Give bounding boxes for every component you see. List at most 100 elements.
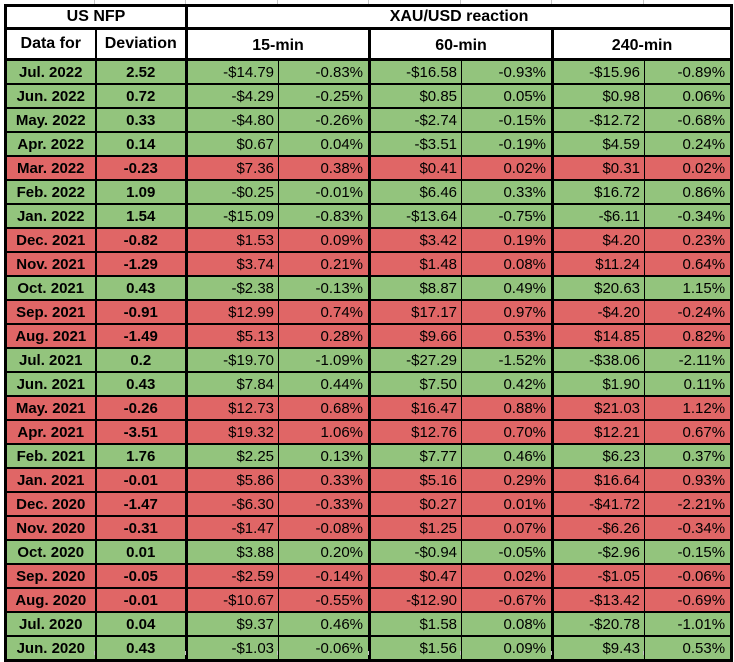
- timeframe-15min-header: 15-min: [185, 28, 370, 61]
- usd-change-cell: $7.84: [185, 371, 280, 397]
- table-row: Jul. 2021 0.2 -$19.70 -1.09% -$27.29 -1.52% -$…: [5, 347, 732, 373]
- month-cell: Oct. 2020: [5, 539, 97, 565]
- gridline-stub: [277, 651, 278, 655]
- usd-change-cell: -$19.70: [185, 347, 280, 373]
- month-cell: Dec. 2021: [5, 227, 97, 253]
- pct-change-cell: -1.01%: [644, 611, 732, 637]
- header-row-columns: Data for Deviation 15-min 60-min 240-min: [5, 28, 732, 61]
- pct-change-cell: 0.19%: [461, 227, 553, 253]
- table-row: Nov. 2021 -1.29 $3.74 0.21% $1.48 0.08% $11.24…: [5, 251, 732, 277]
- usd-change-cell: $0.41: [368, 155, 463, 181]
- pct-change-cell: 0.42%: [461, 371, 553, 397]
- pct-change-cell: 0.44%: [278, 371, 370, 397]
- gridline-stub: [460, 0, 461, 4]
- gridline-stub: [185, 651, 186, 655]
- usd-change-cell: $16.64: [551, 467, 646, 493]
- usd-change-cell: $9.66: [368, 323, 463, 349]
- usd-change-cell: $19.32: [185, 419, 280, 445]
- pct-change-cell: 0.07%: [461, 515, 553, 541]
- table-row: May. 2022 0.33 -$4.80 -0.26% -$2.74 -0.15% -$1…: [5, 107, 732, 133]
- table-row: Apr. 2022 0.14 $0.67 0.04% -$3.51 -0.19% $4.59…: [5, 131, 732, 157]
- usd-change-cell: $16.72: [551, 179, 646, 205]
- pct-change-cell: 0.93%: [644, 467, 732, 493]
- pct-change-cell: 0.33%: [461, 179, 553, 205]
- month-cell: Jun. 2022: [5, 83, 97, 109]
- pct-change-cell: 0.97%: [461, 299, 553, 325]
- table-row: Sep. 2021 -0.91 $12.99 0.74% $17.17 0.97% -$4.…: [5, 299, 732, 325]
- table-row: Jan. 2022 1.54 -$15.09 -0.83% -$13.64 -0.75% -…: [5, 203, 732, 229]
- pct-change-cell: -0.13%: [278, 275, 370, 301]
- timeframe-60min-header: 60-min: [368, 28, 553, 61]
- pct-change-cell: 0.86%: [644, 179, 732, 205]
- usd-change-cell: -$10.67: [185, 587, 280, 613]
- usd-change-cell: $0.31: [551, 155, 646, 181]
- pct-change-cell: -0.89%: [644, 58, 732, 85]
- deviation-cell: -1.49: [95, 323, 187, 349]
- pct-change-cell: 0.29%: [461, 467, 553, 493]
- usd-change-cell: $0.27: [368, 491, 463, 517]
- deviation-cell: 1.09: [95, 179, 187, 205]
- usd-change-cell: $8.87: [368, 275, 463, 301]
- deviation-cell: 0.04: [95, 611, 187, 637]
- pct-change-cell: -0.15%: [461, 107, 553, 133]
- pct-change-cell: -0.05%: [461, 539, 553, 565]
- pct-change-cell: -0.34%: [644, 515, 732, 541]
- month-cell: Dec. 2020: [5, 491, 97, 517]
- month-cell: Aug. 2021: [5, 323, 97, 349]
- pct-change-cell: 0.08%: [461, 251, 553, 277]
- month-cell: Jul. 2021: [5, 347, 97, 373]
- deviation-cell: -0.82: [95, 227, 187, 253]
- usd-change-cell: $3.42: [368, 227, 463, 253]
- pct-change-cell: -0.15%: [644, 539, 732, 565]
- xauusd-reaction-header: XAU/USD reaction: [185, 5, 732, 30]
- pct-change-cell: -0.24%: [644, 299, 732, 325]
- month-cell: Sep. 2021: [5, 299, 97, 325]
- pct-change-cell: 0.21%: [278, 251, 370, 277]
- pct-change-cell: -0.68%: [644, 107, 732, 133]
- usd-change-cell: -$0.94: [368, 539, 463, 565]
- gridline-stub: [551, 0, 552, 4]
- month-cell: Jun. 2021: [5, 371, 97, 397]
- usd-change-cell: $1.58: [368, 611, 463, 637]
- usd-change-cell: $21.03: [551, 395, 646, 421]
- table-row: May. 2021 -0.26 $12.73 0.68% $16.47 0.88% $21.…: [5, 395, 732, 421]
- pct-change-cell: -2.21%: [644, 491, 732, 517]
- table-body: Jul. 2022 2.52 -$14.79 -0.83% -$16.58 -0.93% -…: [5, 58, 732, 662]
- month-cell: Jul. 2022: [5, 58, 97, 85]
- deviation-cell: -1.29: [95, 251, 187, 277]
- usd-change-cell: $12.73: [185, 395, 280, 421]
- usd-change-cell: $3.88: [185, 539, 280, 565]
- deviation-cell: 2.52: [95, 58, 187, 85]
- pct-change-cell: 0.02%: [461, 563, 553, 589]
- pct-change-cell: 0.20%: [278, 539, 370, 565]
- deviation-cell: -0.01: [95, 587, 187, 613]
- month-cell: Sep. 2020: [5, 563, 97, 589]
- pct-change-cell: 0.67%: [644, 419, 732, 445]
- month-cell: Nov. 2020: [5, 515, 97, 541]
- pct-change-cell: 0.08%: [461, 611, 553, 637]
- usd-change-cell: -$13.64: [368, 203, 463, 229]
- table-row: Dec. 2021 -0.82 $1.53 0.09% $3.42 0.19% $4.20 0…: [5, 227, 732, 253]
- pct-change-cell: 0.82%: [644, 323, 732, 349]
- pct-change-cell: 0.53%: [461, 323, 553, 349]
- usd-change-cell: $1.90: [551, 371, 646, 397]
- pct-change-cell: 0.28%: [278, 323, 370, 349]
- usd-change-cell: -$15.96: [551, 58, 646, 85]
- usd-change-cell: -$16.58: [368, 58, 463, 85]
- deviation-cell: 0.43: [95, 371, 187, 397]
- table-row: Feb. 2022 1.09 -$0.25 -0.01% $6.46 0.33% $16.7…: [5, 179, 732, 205]
- deviation-cell: -0.23: [95, 155, 187, 181]
- pct-change-cell: -0.69%: [644, 587, 732, 613]
- pct-change-cell: -1.52%: [461, 347, 553, 373]
- usd-change-cell: -$13.42: [551, 587, 646, 613]
- gridline-stub: [94, 0, 95, 4]
- usd-change-cell: -$12.90: [368, 587, 463, 613]
- spreadsheet-area: US NFP XAU/USD reaction Data for Deviati…: [4, 4, 734, 662]
- usd-change-cell: -$6.26: [551, 515, 646, 541]
- month-cell: Oct. 2021: [5, 275, 97, 301]
- usd-change-cell: $1.56: [368, 635, 463, 662]
- usd-change-cell: $5.86: [185, 467, 280, 493]
- table-row: Mar. 2022 -0.23 $7.36 0.38% $0.41 0.02% $0.31 0…: [5, 155, 732, 181]
- pct-change-cell: -0.55%: [278, 587, 370, 613]
- usd-change-cell: $7.77: [368, 443, 463, 469]
